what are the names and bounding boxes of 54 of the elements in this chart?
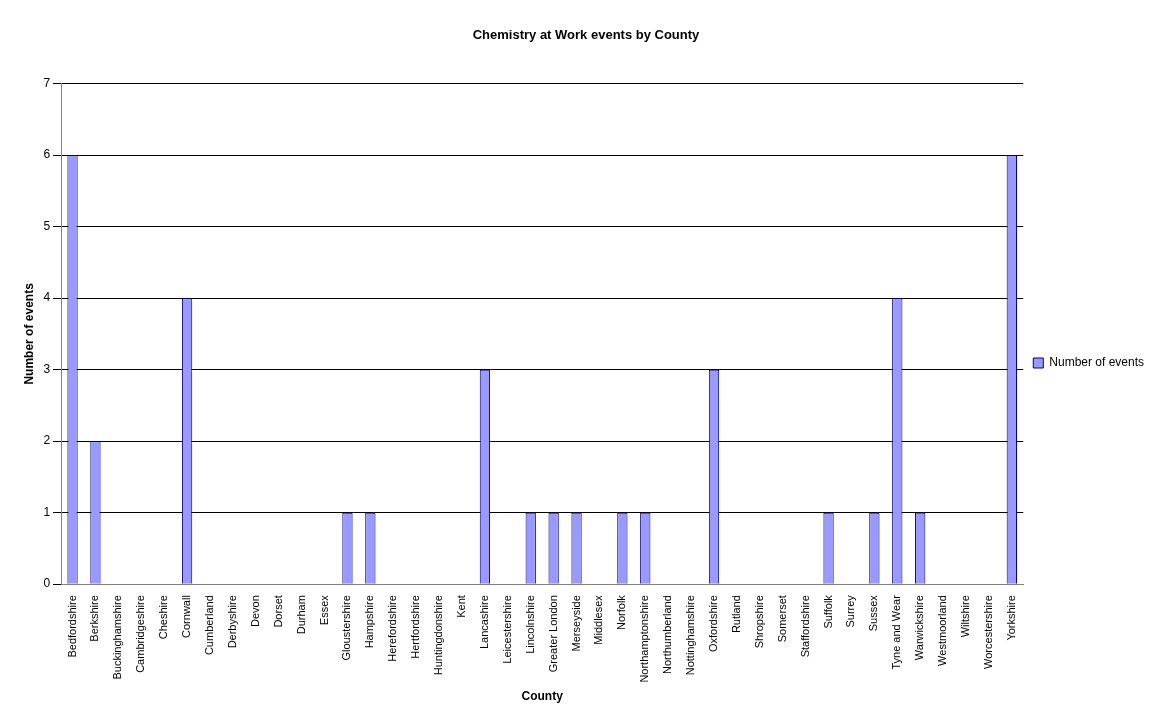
x-tick-label: Wiltshire [959,595,972,638]
x-tick-label: Yorkshire [1004,595,1017,641]
x-tick-label: Shropshire [752,595,765,649]
y-tick-label: 1 [43,504,51,519]
x-tick-label: Surrey [844,594,857,628]
x-tick-label: Suffolk [821,594,834,629]
y-tick-label: 7 [43,75,51,90]
x-tick-label: Lancashire [477,595,490,649]
y-tick-label: 4 [43,290,51,305]
x-tick-label: Tyne and Wear [890,594,903,670]
x-tick-label: Staffordshire [798,595,811,658]
x-tick-label: Dorset [271,595,284,628]
y-tick-label: 2 [43,433,51,448]
x-tick-label: Sussex [867,594,880,632]
x-axis-title: County [521,689,564,704]
x-tick-label: Cornwall [180,595,193,638]
x-tick-label: Durham [294,595,307,635]
x-tick-label: Berkshire [88,595,101,642]
y-axis-title: Number of events [21,282,36,385]
x-tick-label: Bedfordshire [65,595,78,658]
x-tick-label: Devon [248,595,261,627]
x-tick-label: Oxfordshire [707,595,720,653]
y-tick-label: 6 [43,147,51,162]
y-tick-label: 0 [43,576,51,591]
x-tick-label: Greater London [546,595,559,673]
x-tick-label: Northamptonshire [638,595,651,683]
x-tick-label: Northumberland [661,595,674,675]
x-tick-label: Lincolnshire [523,595,536,654]
x-tick-label: Essex [317,594,330,626]
x-tick-label: Cheshire [157,595,170,640]
x-tick-label: Buckinghamshire [111,595,124,680]
x-tick-label: Cambridgeshire [134,595,147,673]
x-tick-label: Nottinghamshire [684,595,697,676]
x-tick-label: Cumberland [203,595,216,656]
chart-title: Chemistry at Work events by County [472,27,701,43]
x-tick-label: Norfolk [615,594,628,631]
x-tick-label: Hampshire [363,595,376,649]
x-tick-label: Rutland [729,595,742,634]
x-tick-label: Gloustershire [340,595,353,661]
x-tick-label: Middlesex [592,594,605,645]
x-tick-label: Worcestershire [981,595,994,669]
legend-label: Number of events [1049,355,1145,370]
y-tick-label: 5 [43,218,51,233]
x-tick-label: Leicestershire [500,595,513,664]
x-tick-label: Warwickshire [913,595,926,661]
x-tick-label: Herefordshire [386,595,399,662]
x-tick-label: Kent [455,595,468,618]
x-tick-label: Derbyshire [225,595,238,649]
x-tick-label: Merseyside [569,595,582,652]
x-tick-label: Somerset [775,595,788,643]
x-tick-label: Huntingdonshire [432,595,445,676]
y-tick-label: 3 [43,361,51,376]
x-tick-label: Westmoorland [936,595,949,666]
x-tick-label: Hertfordshire [409,595,422,659]
